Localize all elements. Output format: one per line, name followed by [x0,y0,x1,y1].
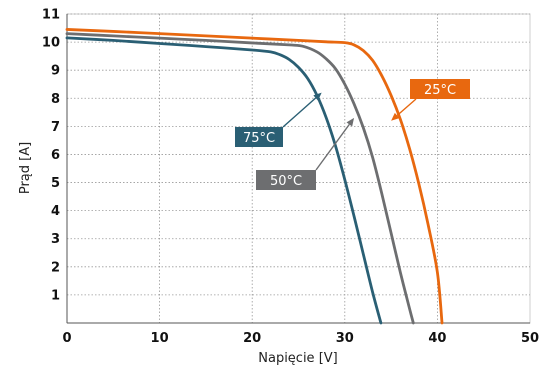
x-tick-label: 10 [151,331,169,346]
x-tick-label: 40 [428,331,446,346]
x-tick-label: 20 [243,331,261,346]
y-tick-label: 8 [51,92,60,107]
y-tick-label: 10 [42,36,60,51]
plot-area [67,14,530,323]
y-tick-label: 5 [51,176,60,191]
annotation-label: 25°C [424,83,456,98]
y-tick-label: 4 [51,204,60,219]
x-axis-label: Napięcie [V] [258,351,337,366]
x-tick-label: 0 [62,331,71,346]
y-tick-label: 1 [51,288,60,303]
y-tick-label: 6 [51,148,60,163]
annotation-label: 50°C [270,174,302,189]
y-tick-label: 11 [42,8,60,23]
y-tick-label: 2 [51,260,60,275]
x-tick-label: 30 [336,331,354,346]
annotation-label: 75°C [243,131,275,146]
x-tick-label: 50 [521,331,539,346]
y-tick-label: 7 [51,120,60,135]
y-axis-label: Prąd [A] [18,142,33,194]
y-tick-label: 9 [51,64,60,79]
y-tick-label: 3 [51,232,60,247]
